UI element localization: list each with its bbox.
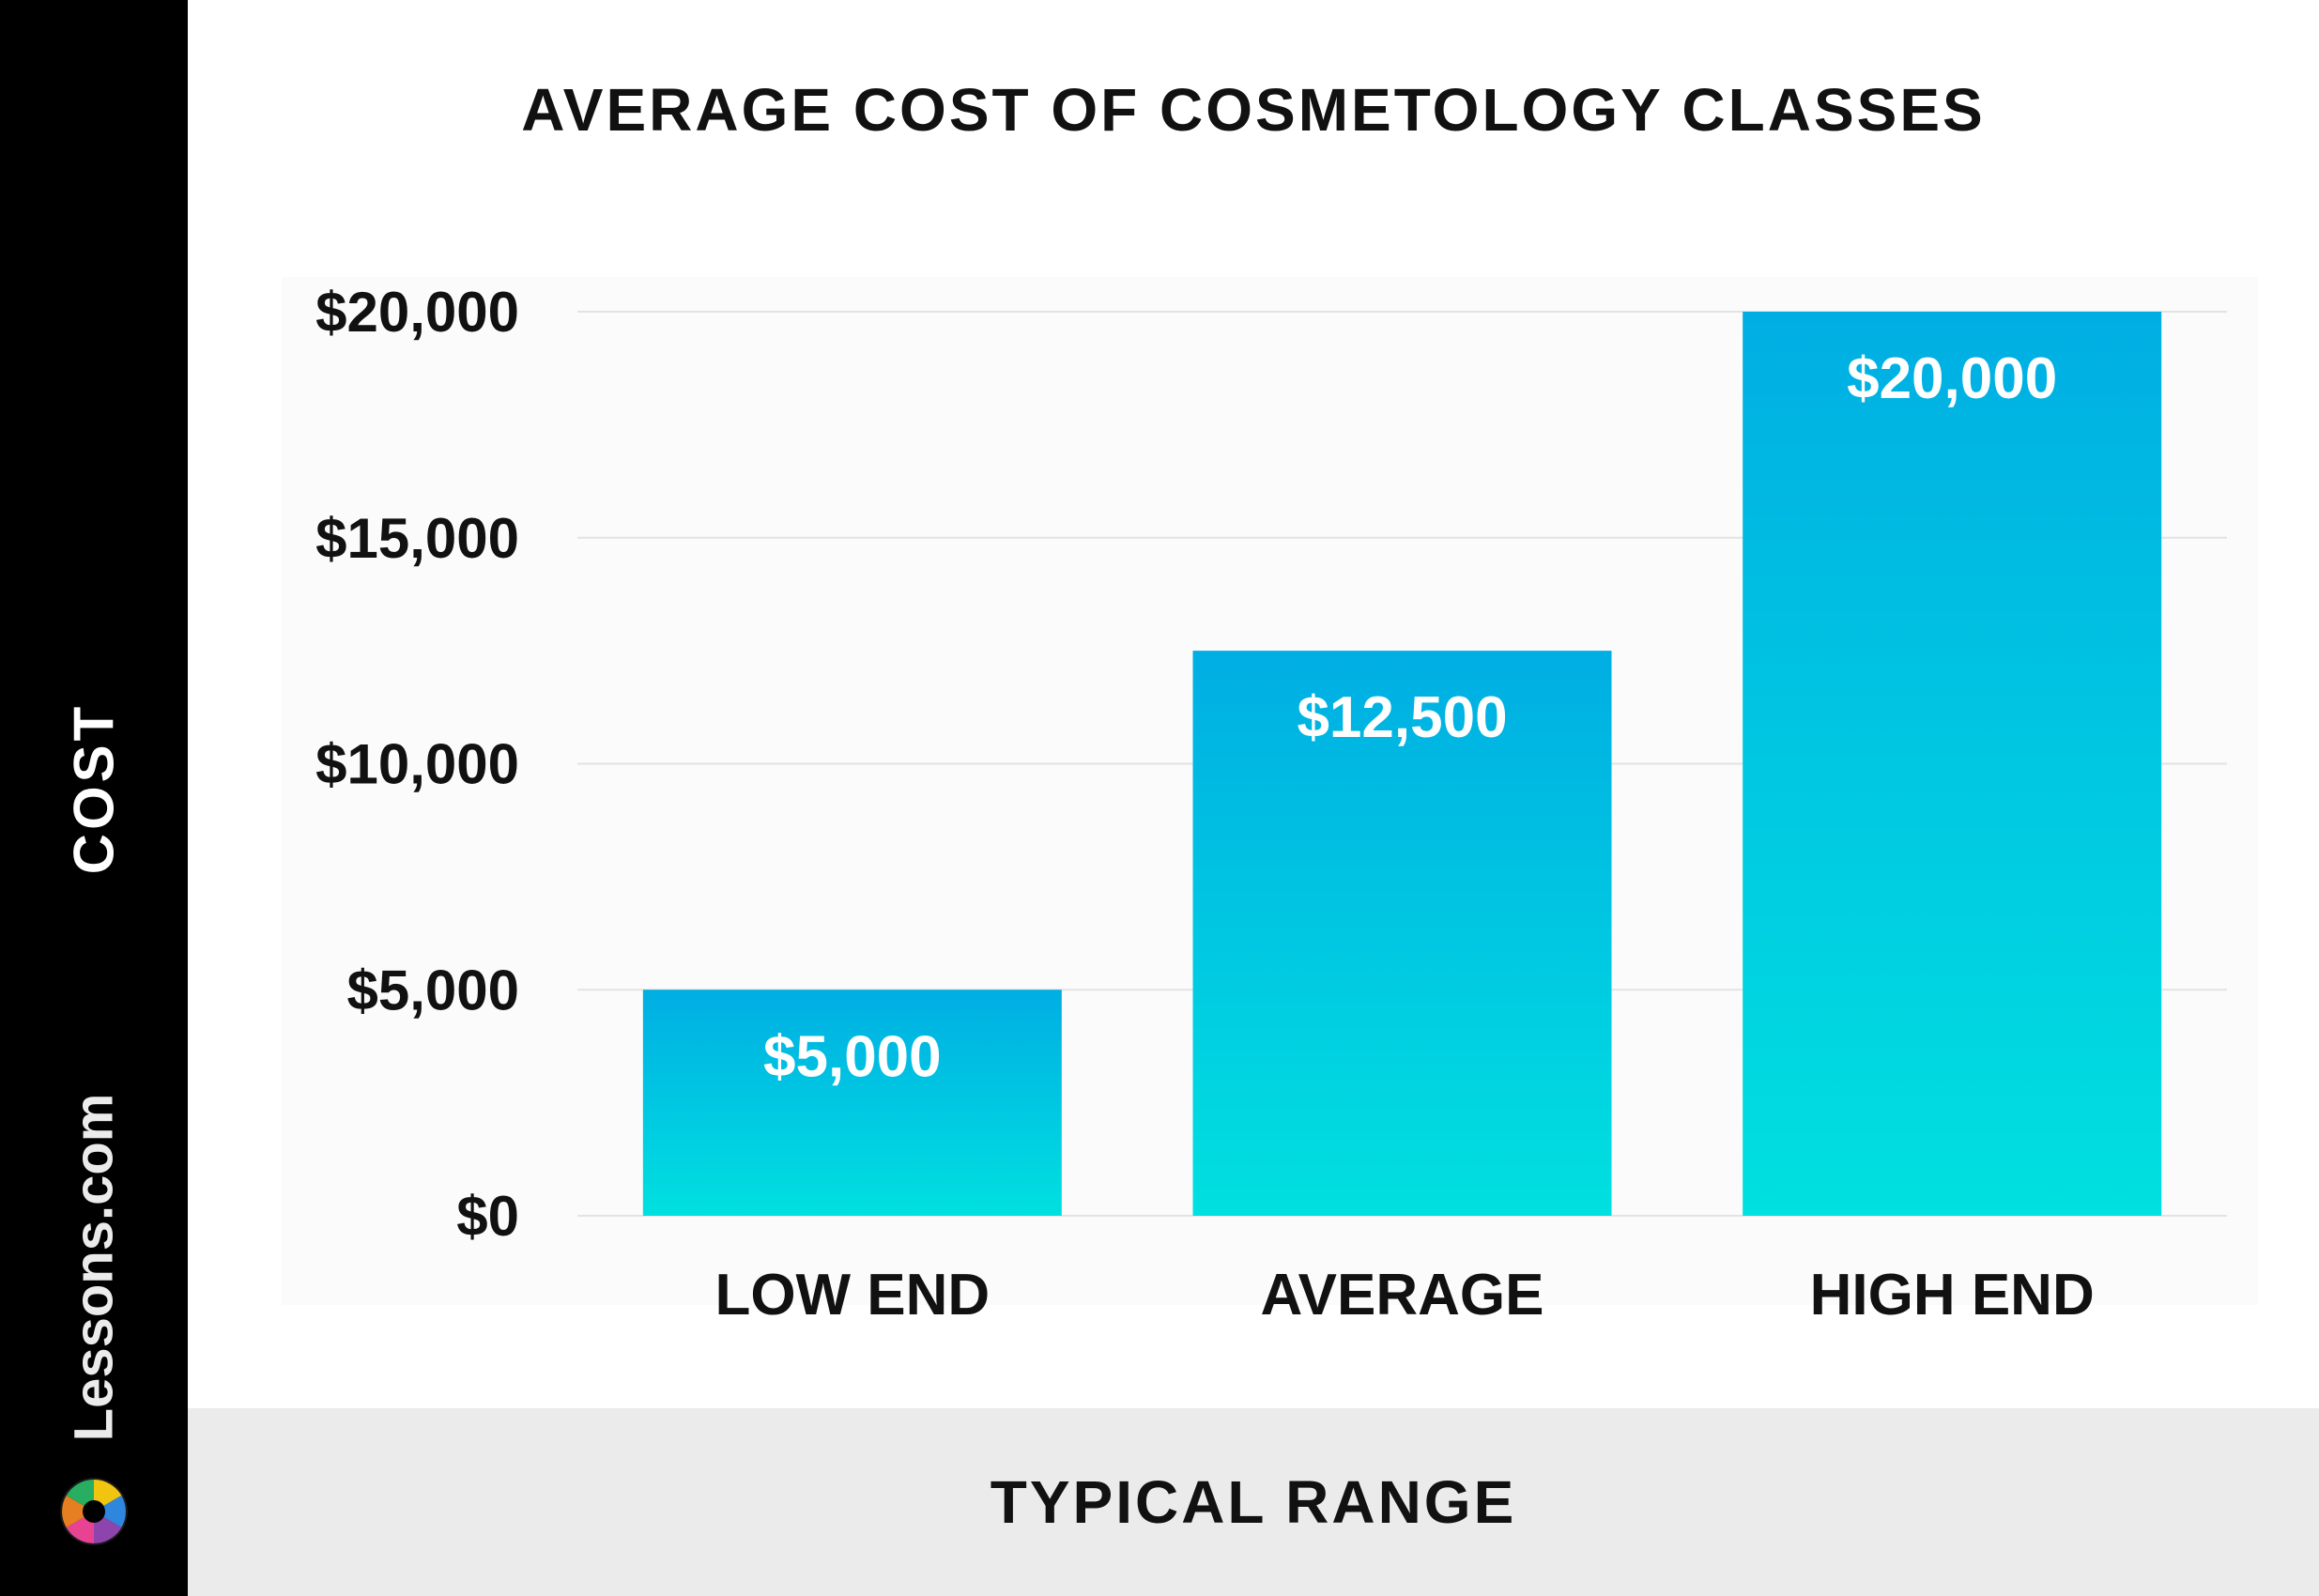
y-tick-label: $0 <box>456 1185 519 1248</box>
bar-value-label: $20,000 <box>1847 346 2057 411</box>
x-category-label: HIGH END <box>1810 1263 2095 1327</box>
x-axis-band: TYPICAL RANGE <box>188 1408 2319 1596</box>
bar <box>1192 651 1612 1216</box>
y-tick-label: $5,000 <box>346 959 519 1021</box>
left-sidebar: COST Lessons.com <box>0 0 188 1596</box>
bar-value-label: $5,000 <box>763 1024 942 1089</box>
x-category-label: LOW END <box>714 1263 990 1327</box>
bar-value-label: $12,500 <box>1297 685 1507 750</box>
x-axis-title: TYPICAL RANGE <box>990 1468 1517 1536</box>
bar <box>642 990 1062 1216</box>
aperture-logo-icon <box>60 1478 128 1545</box>
y-tick-label: $10,000 <box>315 733 519 796</box>
bar <box>1743 312 2162 1216</box>
chart-title: AVERAGE COST OF COSMETOLOGY CLASSES <box>521 76 1986 144</box>
y-tick-label: $15,000 <box>315 507 519 570</box>
x-category-label: AVERAGE <box>1260 1263 1543 1327</box>
y-tick-label: $20,000 <box>315 281 519 344</box>
